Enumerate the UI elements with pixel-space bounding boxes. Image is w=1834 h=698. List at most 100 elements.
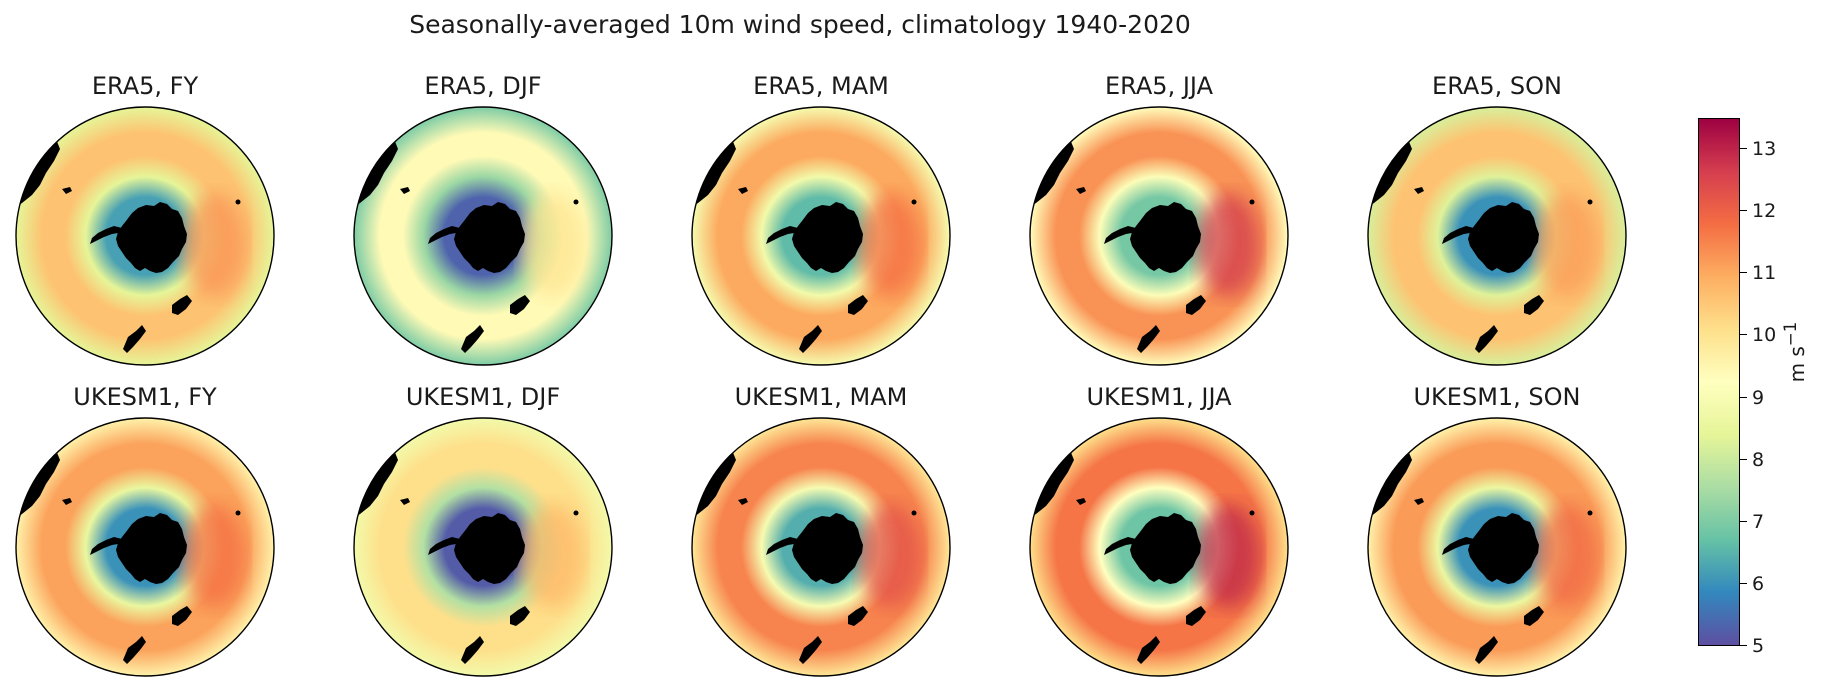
south-america-land	[354, 139, 398, 209]
panel-title: ERA5, FY	[91, 72, 199, 100]
colorbar-tick: 8	[1740, 449, 1800, 471]
south-america-land	[1368, 139, 1412, 209]
antarctic-peninsula-land	[1104, 537, 1136, 555]
south-america-land	[1030, 139, 1074, 209]
antarctica-land	[454, 513, 525, 584]
falkland-islands-land	[1076, 187, 1086, 194]
colorbar: 5 6 7 8 9 10 11 12 13	[1698, 118, 1818, 657]
kerguelen-island	[1587, 510, 1593, 516]
south-america-land	[16, 450, 60, 520]
colorbar-tick-label: 5	[1752, 635, 1765, 657]
colorbar-tick-mark	[1740, 272, 1747, 274]
wind-maximum-indian-ocean	[182, 193, 246, 297]
colorbar-tick-label: 7	[1752, 510, 1765, 533]
colorbar-tick: 6	[1740, 573, 1800, 595]
antarctic-peninsula-land	[428, 226, 460, 244]
kerguelen-island	[1249, 199, 1255, 205]
wind-maximum-indian-ocean	[520, 504, 584, 608]
polar-map	[353, 106, 613, 366]
wind-maximum-indian-ocean	[1196, 193, 1260, 297]
map-layers	[692, 418, 950, 676]
map-boundary	[353, 417, 613, 677]
colorbar-label: m s−1	[1781, 321, 1809, 383]
wind-maximum-indian-ocean	[520, 193, 584, 297]
map-layers	[1030, 107, 1288, 365]
colorbar-tick-mark	[1740, 645, 1747, 646]
panel-title: ERA5, JJA	[1105, 72, 1213, 100]
falkland-islands-land	[62, 187, 72, 194]
polar-map	[691, 417, 951, 677]
map-boundary	[1029, 417, 1289, 677]
falkland-islands-land	[738, 498, 748, 505]
colorbar-tick-label: 12	[1752, 200, 1777, 223]
polar-map	[1029, 417, 1289, 677]
colorbar-tick-label: 8	[1752, 448, 1765, 471]
map-boundary	[691, 106, 951, 366]
new-zealand-south-land	[123, 325, 146, 353]
polar-map	[691, 106, 951, 366]
new-zealand-south-land	[1137, 636, 1160, 664]
map-boundary	[353, 106, 613, 366]
falkland-islands-land	[400, 187, 410, 194]
colorbar-tick: 13	[1740, 138, 1800, 160]
south-america-land	[1368, 450, 1412, 520]
colorbar-tick-mark	[1740, 458, 1747, 460]
antarctica-land	[116, 202, 187, 273]
wind-maximum-indian-ocean	[858, 193, 922, 297]
map-panel-ukesm1-djf: UKESM1, DJF	[352, 383, 614, 683]
colorbar-tick-mark	[1740, 210, 1747, 212]
falkland-islands-land	[62, 498, 72, 505]
panel-title: UKESM1, FY	[73, 383, 217, 411]
antarctic-peninsula-land	[1442, 226, 1474, 244]
antarctic-peninsula-land	[766, 537, 798, 555]
tasmania-land	[510, 606, 530, 626]
tasmania-land	[1186, 606, 1206, 626]
wind-maximum-indian-ocean	[1534, 193, 1598, 297]
map-panel-ukesm1-mam: UKESM1, MAM	[690, 383, 952, 683]
map-layers	[16, 107, 274, 365]
kerguelen-island	[235, 510, 241, 516]
falkland-islands-land	[1414, 187, 1424, 194]
kerguelen-island	[1587, 199, 1593, 205]
map-boundary	[15, 417, 275, 677]
antarctic-peninsula-land	[766, 226, 798, 244]
colorbar-tick-label: 6	[1752, 572, 1765, 595]
kerguelen-island	[911, 199, 917, 205]
panel-title: UKESM1, DJF	[405, 383, 561, 411]
map-layers	[692, 107, 950, 365]
falkland-islands-land	[1076, 498, 1086, 505]
tasmania-land	[1524, 295, 1544, 315]
map-boundary	[1367, 106, 1627, 366]
kerguelen-island	[573, 510, 579, 516]
panel-title: UKESM1, JJA	[1086, 383, 1232, 411]
wind-maximum-indian-ocean	[182, 504, 246, 608]
antarctica-land	[1130, 202, 1201, 273]
antarctic-peninsula-land	[90, 226, 122, 244]
colorbar-tick-mark	[1740, 582, 1747, 584]
kerguelen-island	[911, 510, 917, 516]
map-panel-ukesm1-jja: UKESM1, JJA	[1028, 383, 1290, 683]
colorbar-gradient	[1698, 118, 1740, 646]
polar-map	[353, 417, 613, 677]
new-zealand-south-land	[1475, 325, 1498, 353]
south-america-land	[692, 139, 736, 209]
map-panel-era5-jja: ERA5, JJA	[1028, 72, 1290, 372]
polar-map	[15, 106, 275, 366]
panel-title: ERA5, SON	[1432, 72, 1562, 100]
polar-map	[15, 417, 275, 677]
panel-title: UKESM1, SON	[1413, 383, 1581, 411]
tasmania-land	[1186, 295, 1206, 315]
new-zealand-south-land	[799, 325, 822, 353]
map-panel-era5-son: ERA5, SON	[1366, 72, 1628, 372]
new-zealand-south-land	[461, 636, 484, 664]
polar-map	[1029, 106, 1289, 366]
antarctica-land	[1468, 202, 1539, 273]
map-boundary	[1367, 417, 1627, 677]
new-zealand-south-land	[123, 636, 146, 664]
antarctica-land	[454, 202, 525, 273]
colorbar-tick: 12	[1740, 200, 1800, 222]
map-boundary	[15, 106, 275, 366]
falkland-islands-land	[738, 187, 748, 194]
colorbar-tick-mark	[1740, 148, 1747, 150]
polar-map	[1367, 106, 1627, 366]
